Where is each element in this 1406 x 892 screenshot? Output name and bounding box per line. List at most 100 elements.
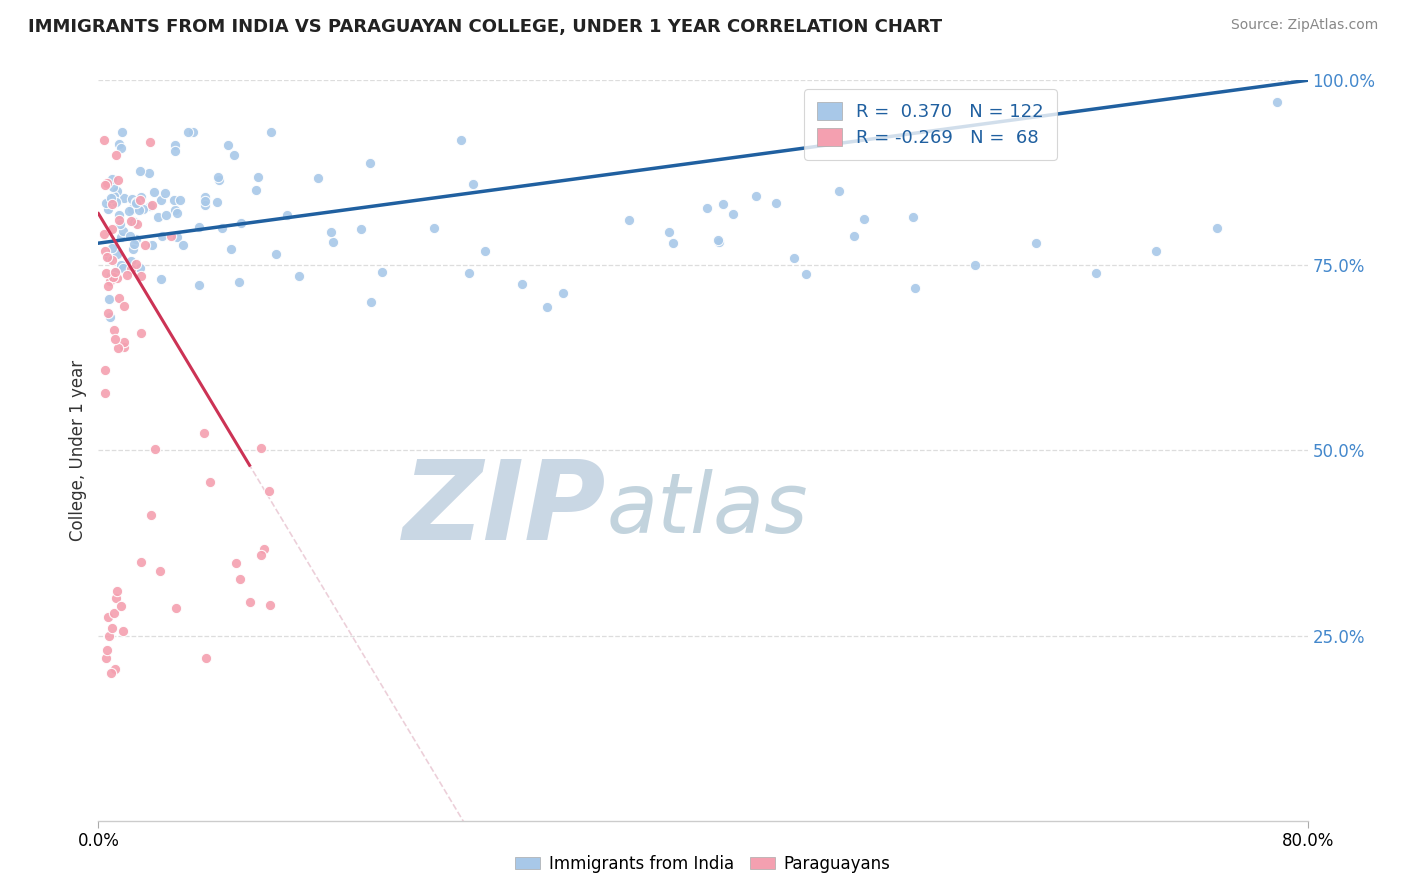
Point — [744, 189, 766, 203]
Point — [193, 425, 215, 440]
Point — [149, 564, 172, 578]
Point — [97, 278, 120, 293]
Point — [138, 166, 160, 180]
Point — [661, 236, 683, 251]
Point — [904, 280, 927, 294]
Point — [93, 132, 115, 146]
Point — [108, 212, 131, 227]
Point — [1267, 95, 1289, 110]
Point — [709, 235, 731, 249]
Point — [711, 197, 734, 211]
Point — [461, 177, 484, 191]
Point — [165, 202, 187, 217]
Point — [474, 244, 496, 259]
Point — [143, 186, 166, 200]
Point — [1206, 221, 1229, 235]
Point — [101, 253, 124, 268]
Point — [132, 202, 155, 216]
Point — [101, 180, 124, 194]
Point — [350, 221, 373, 235]
Point — [105, 584, 128, 599]
Point — [101, 269, 124, 284]
Point — [103, 188, 125, 202]
Text: ZIP: ZIP — [402, 456, 606, 563]
Point — [551, 285, 574, 300]
Point — [107, 341, 129, 355]
Point — [100, 665, 122, 680]
Point — [229, 216, 252, 230]
Point — [229, 573, 252, 587]
Point — [112, 624, 135, 638]
Point — [121, 192, 143, 206]
Point — [194, 190, 217, 204]
Point — [228, 276, 250, 290]
Point — [107, 136, 129, 151]
Point — [181, 125, 204, 139]
Point — [125, 196, 148, 211]
Point — [101, 241, 124, 255]
Point — [238, 595, 260, 609]
Point — [844, 228, 866, 243]
Text: atlas: atlas — [606, 469, 808, 550]
Point — [103, 323, 125, 337]
Point — [98, 251, 121, 265]
Point — [115, 268, 138, 282]
Point — [360, 294, 382, 309]
Point — [98, 628, 121, 642]
Point — [155, 208, 177, 222]
Point — [150, 193, 173, 207]
Point — [94, 266, 117, 280]
Point — [105, 184, 128, 198]
Point — [104, 332, 127, 346]
Point — [783, 251, 806, 265]
Point — [217, 137, 239, 152]
Point — [104, 195, 127, 210]
Point — [97, 306, 120, 320]
Point — [120, 253, 142, 268]
Point — [194, 198, 217, 212]
Point — [101, 621, 124, 635]
Point — [187, 277, 209, 292]
Point — [259, 599, 281, 613]
Point — [110, 141, 132, 155]
Point — [129, 555, 152, 569]
Point — [827, 185, 849, 199]
Point — [245, 183, 267, 197]
Point — [166, 230, 188, 244]
Point — [163, 145, 186, 159]
Point — [105, 591, 128, 605]
Point — [131, 190, 153, 204]
Point — [160, 228, 183, 243]
Point — [122, 236, 145, 251]
Point — [794, 267, 817, 281]
Point — [104, 265, 127, 279]
Point — [903, 211, 925, 225]
Point — [169, 194, 191, 208]
Point — [122, 213, 145, 227]
Point — [129, 193, 152, 207]
Point — [696, 202, 718, 216]
Point — [250, 441, 273, 455]
Point — [450, 132, 472, 146]
Point — [153, 186, 176, 200]
Point — [264, 247, 287, 261]
Point — [97, 292, 120, 306]
Point — [129, 163, 152, 178]
Point — [139, 199, 162, 213]
Point — [658, 225, 681, 239]
Y-axis label: College, Under 1 year: College, Under 1 year — [69, 359, 87, 541]
Point — [112, 334, 135, 349]
Point — [322, 235, 344, 250]
Point — [100, 310, 122, 325]
Point — [194, 651, 217, 665]
Point — [128, 261, 150, 276]
Point — [120, 261, 142, 276]
Point — [222, 148, 245, 162]
Point — [129, 268, 152, 283]
Point — [111, 125, 134, 139]
Point — [194, 194, 217, 208]
Point — [100, 191, 122, 205]
Point — [149, 271, 172, 285]
Point — [96, 643, 118, 657]
Point — [287, 268, 309, 283]
